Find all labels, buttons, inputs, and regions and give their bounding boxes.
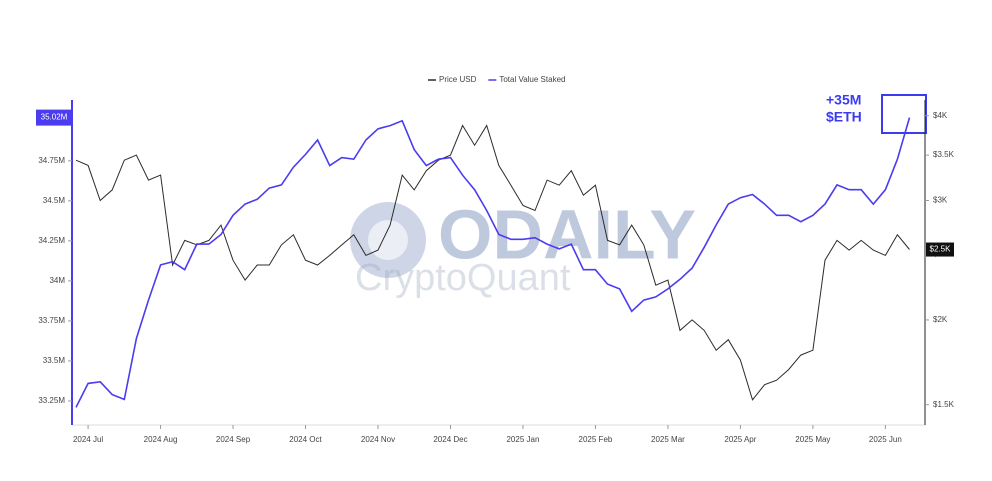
x-tick-label: 2024 Dec	[433, 435, 467, 444]
y-marker-box	[36, 109, 72, 126]
watermark-text: ODAILY	[438, 195, 696, 273]
x-tick-label: 2025 Apr	[724, 435, 756, 444]
y-tick-label: 34.25M	[38, 236, 65, 245]
y-tick-label: 34.5M	[43, 196, 66, 205]
x-tick-label: 2025 Feb	[579, 435, 613, 444]
legend-label: Total Value Staked	[499, 75, 565, 84]
y2-marker-label: $2.5K	[930, 245, 952, 254]
y2-tick-label: $1.5K	[933, 400, 955, 409]
x-tick-label: 2025 Jan	[506, 435, 539, 444]
watermark-logo-inner	[368, 220, 408, 260]
legend-label: Price USD	[439, 75, 477, 84]
y2-tick-label: $2K	[933, 315, 948, 324]
y-marker-label: 35.02M	[41, 113, 68, 122]
x-tick-label: 2024 Oct	[289, 435, 322, 444]
x-tick-label: 2025 May	[795, 435, 830, 444]
x-tick-label: 2024 Nov	[361, 435, 395, 444]
x-tick-label: 2024 Aug	[144, 435, 178, 444]
y-tick-label: 34M	[49, 276, 65, 285]
y-tick-label: 34.75M	[38, 156, 65, 165]
annotation: +35M	[826, 92, 861, 108]
y-tick-label: 33.75M	[38, 316, 65, 325]
y2-tick-label: $4K	[933, 111, 948, 120]
y2-tick-label: $3K	[933, 196, 948, 205]
x-tick-label: 2025 Mar	[651, 435, 685, 444]
watermark-text: CryptoQuant	[355, 257, 571, 299]
y-tick-label: 33.5M	[43, 356, 66, 365]
y2-marker-box	[926, 242, 954, 257]
line-series	[75, 124, 910, 401]
y-tick-label: 33.25M	[38, 396, 65, 405]
x-tick-label: 2024 Jul	[73, 435, 103, 444]
highlight-box	[881, 94, 927, 134]
x-tick-label: 2024 Sep	[216, 435, 251, 444]
y2-tick-label: $3.5K	[933, 150, 955, 159]
watermark: ODAILY CryptoQuant	[350, 195, 696, 299]
line-series	[75, 117, 911, 408]
x-tick-label: 2025 Jun	[869, 435, 902, 444]
annotation: $ETH	[826, 109, 862, 125]
